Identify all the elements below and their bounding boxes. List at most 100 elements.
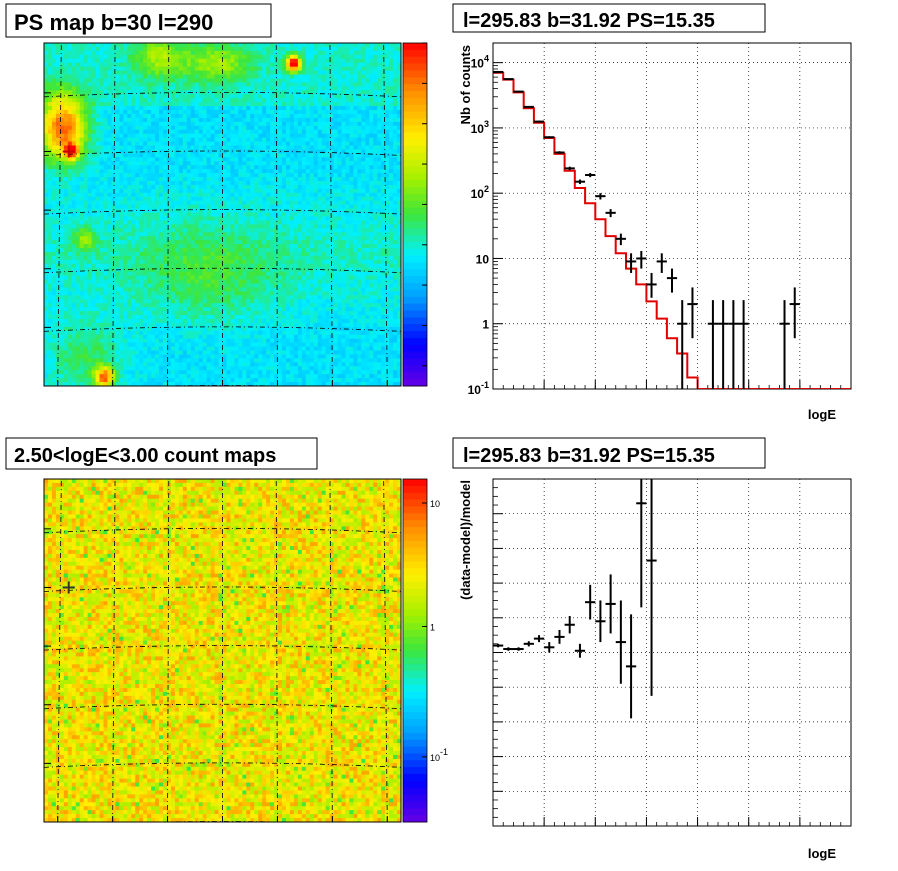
heatmap-cell xyxy=(63,200,69,206)
heatmap-cell xyxy=(135,224,140,229)
heatmap-cell xyxy=(131,86,136,91)
heatmap-cell xyxy=(321,98,327,103)
heatmap-cell xyxy=(51,74,57,79)
heatmap-cell xyxy=(313,232,319,237)
heatmap-cell xyxy=(75,204,81,210)
heatmap-cell xyxy=(393,255,398,261)
heatmap-cell xyxy=(67,94,73,99)
heatmap-cell xyxy=(131,173,136,178)
heatmap-cell xyxy=(238,121,243,127)
heatmap-cell xyxy=(214,106,220,111)
heatmap-cell xyxy=(329,161,335,166)
heatmap-cell xyxy=(163,43,168,48)
heatmap-cell xyxy=(143,259,148,265)
heatmap-cell xyxy=(293,153,299,158)
heatmap-cell xyxy=(55,98,61,103)
heatmap-cell xyxy=(266,70,271,76)
heatmap-cell xyxy=(226,66,231,72)
heatmap-cell xyxy=(278,50,283,56)
heatmap-cell xyxy=(59,149,65,154)
heatmap-cell xyxy=(389,165,394,170)
heatmap-cell xyxy=(107,184,112,190)
heatmap-cell xyxy=(278,46,283,52)
heatmap-cell xyxy=(95,173,101,178)
heatmap-cell xyxy=(111,82,116,87)
heatmap-cell xyxy=(337,169,342,174)
heatmap-cell xyxy=(345,153,350,158)
heatmap-cell xyxy=(305,255,311,261)
heatmap-cell xyxy=(282,145,287,150)
heatmap-cell xyxy=(397,66,401,72)
heatmap-cell xyxy=(51,251,57,257)
heatmap-cell xyxy=(190,145,196,150)
heatmap-cell xyxy=(317,50,323,56)
heatmap-cell xyxy=(285,86,291,91)
heatmap-cell xyxy=(127,133,132,139)
heatmap-cell xyxy=(285,145,291,150)
heatmap-cell xyxy=(91,94,97,99)
heatmap-cell xyxy=(107,259,112,265)
heatmap-cell xyxy=(147,169,152,174)
heatmap-cell xyxy=(325,70,331,76)
heatmap-cell xyxy=(230,46,235,52)
heatmap-cell xyxy=(119,129,124,135)
heatmap-cell xyxy=(345,137,350,143)
heatmap-cell xyxy=(329,255,335,261)
heatmap-cell xyxy=(357,165,362,170)
heatmap-cell xyxy=(202,82,208,87)
heatmap-cell xyxy=(155,78,160,83)
heatmap-cell xyxy=(321,149,327,154)
heatmap-cell xyxy=(127,121,132,127)
heatmap-cell xyxy=(159,70,164,76)
heatmap-cell xyxy=(55,248,61,253)
heatmap-cell xyxy=(91,74,97,79)
heatmap-cell xyxy=(254,196,259,202)
heatmap-cell xyxy=(155,117,160,123)
heatmap-cell xyxy=(103,121,108,127)
heatmap-cell xyxy=(385,70,390,76)
heatmap-cell xyxy=(301,216,307,221)
heatmap-cell xyxy=(143,113,148,119)
heatmap-cell xyxy=(163,117,168,123)
heatmap-cell xyxy=(218,157,223,162)
heatmap-cell xyxy=(317,113,323,119)
heatmap-cell xyxy=(285,192,291,198)
heatmap-cell xyxy=(91,161,97,166)
heatmap-cell xyxy=(389,129,394,135)
heatmap-cell xyxy=(75,137,81,143)
heatmap-cell xyxy=(341,117,346,123)
heatmap-cell xyxy=(377,113,382,119)
heatmap-cell xyxy=(47,46,53,52)
heatmap-cell xyxy=(226,200,231,206)
heatmap-cell xyxy=(369,106,374,111)
heatmap-cell xyxy=(178,248,184,253)
heatmap-cell xyxy=(194,204,200,210)
heatmap-cell xyxy=(151,50,156,56)
heatmap-cell xyxy=(47,153,53,158)
heatmap-cell xyxy=(151,184,156,190)
heatmap-cell xyxy=(119,228,124,233)
heatmap-cell xyxy=(357,66,362,72)
heatmap-cell xyxy=(99,141,104,146)
heatmap-cell xyxy=(305,228,311,233)
heatmap-cell xyxy=(135,106,140,111)
heatmap-cell xyxy=(206,78,212,83)
heatmap-cell xyxy=(258,54,263,60)
heatmap-cell xyxy=(393,177,398,182)
heatmap-cell xyxy=(278,216,283,221)
heatmap-cell xyxy=(242,224,247,229)
heatmap-cell xyxy=(83,74,89,79)
heatmap-cell xyxy=(44,208,49,214)
heatmap-cell xyxy=(333,54,339,60)
heatmap-cell xyxy=(155,98,160,103)
heatmap-cell xyxy=(75,212,81,217)
heatmap-cell xyxy=(83,177,89,182)
heatmap-cell xyxy=(393,220,398,225)
heatmap-cell xyxy=(178,224,184,229)
heatmap-cell xyxy=(67,145,73,150)
heatmap-cell xyxy=(115,232,120,237)
heatmap-cell xyxy=(230,129,235,135)
heatmap-cell xyxy=(87,161,93,166)
heatmap-cell xyxy=(135,216,140,221)
heatmap-cell xyxy=(321,54,327,60)
